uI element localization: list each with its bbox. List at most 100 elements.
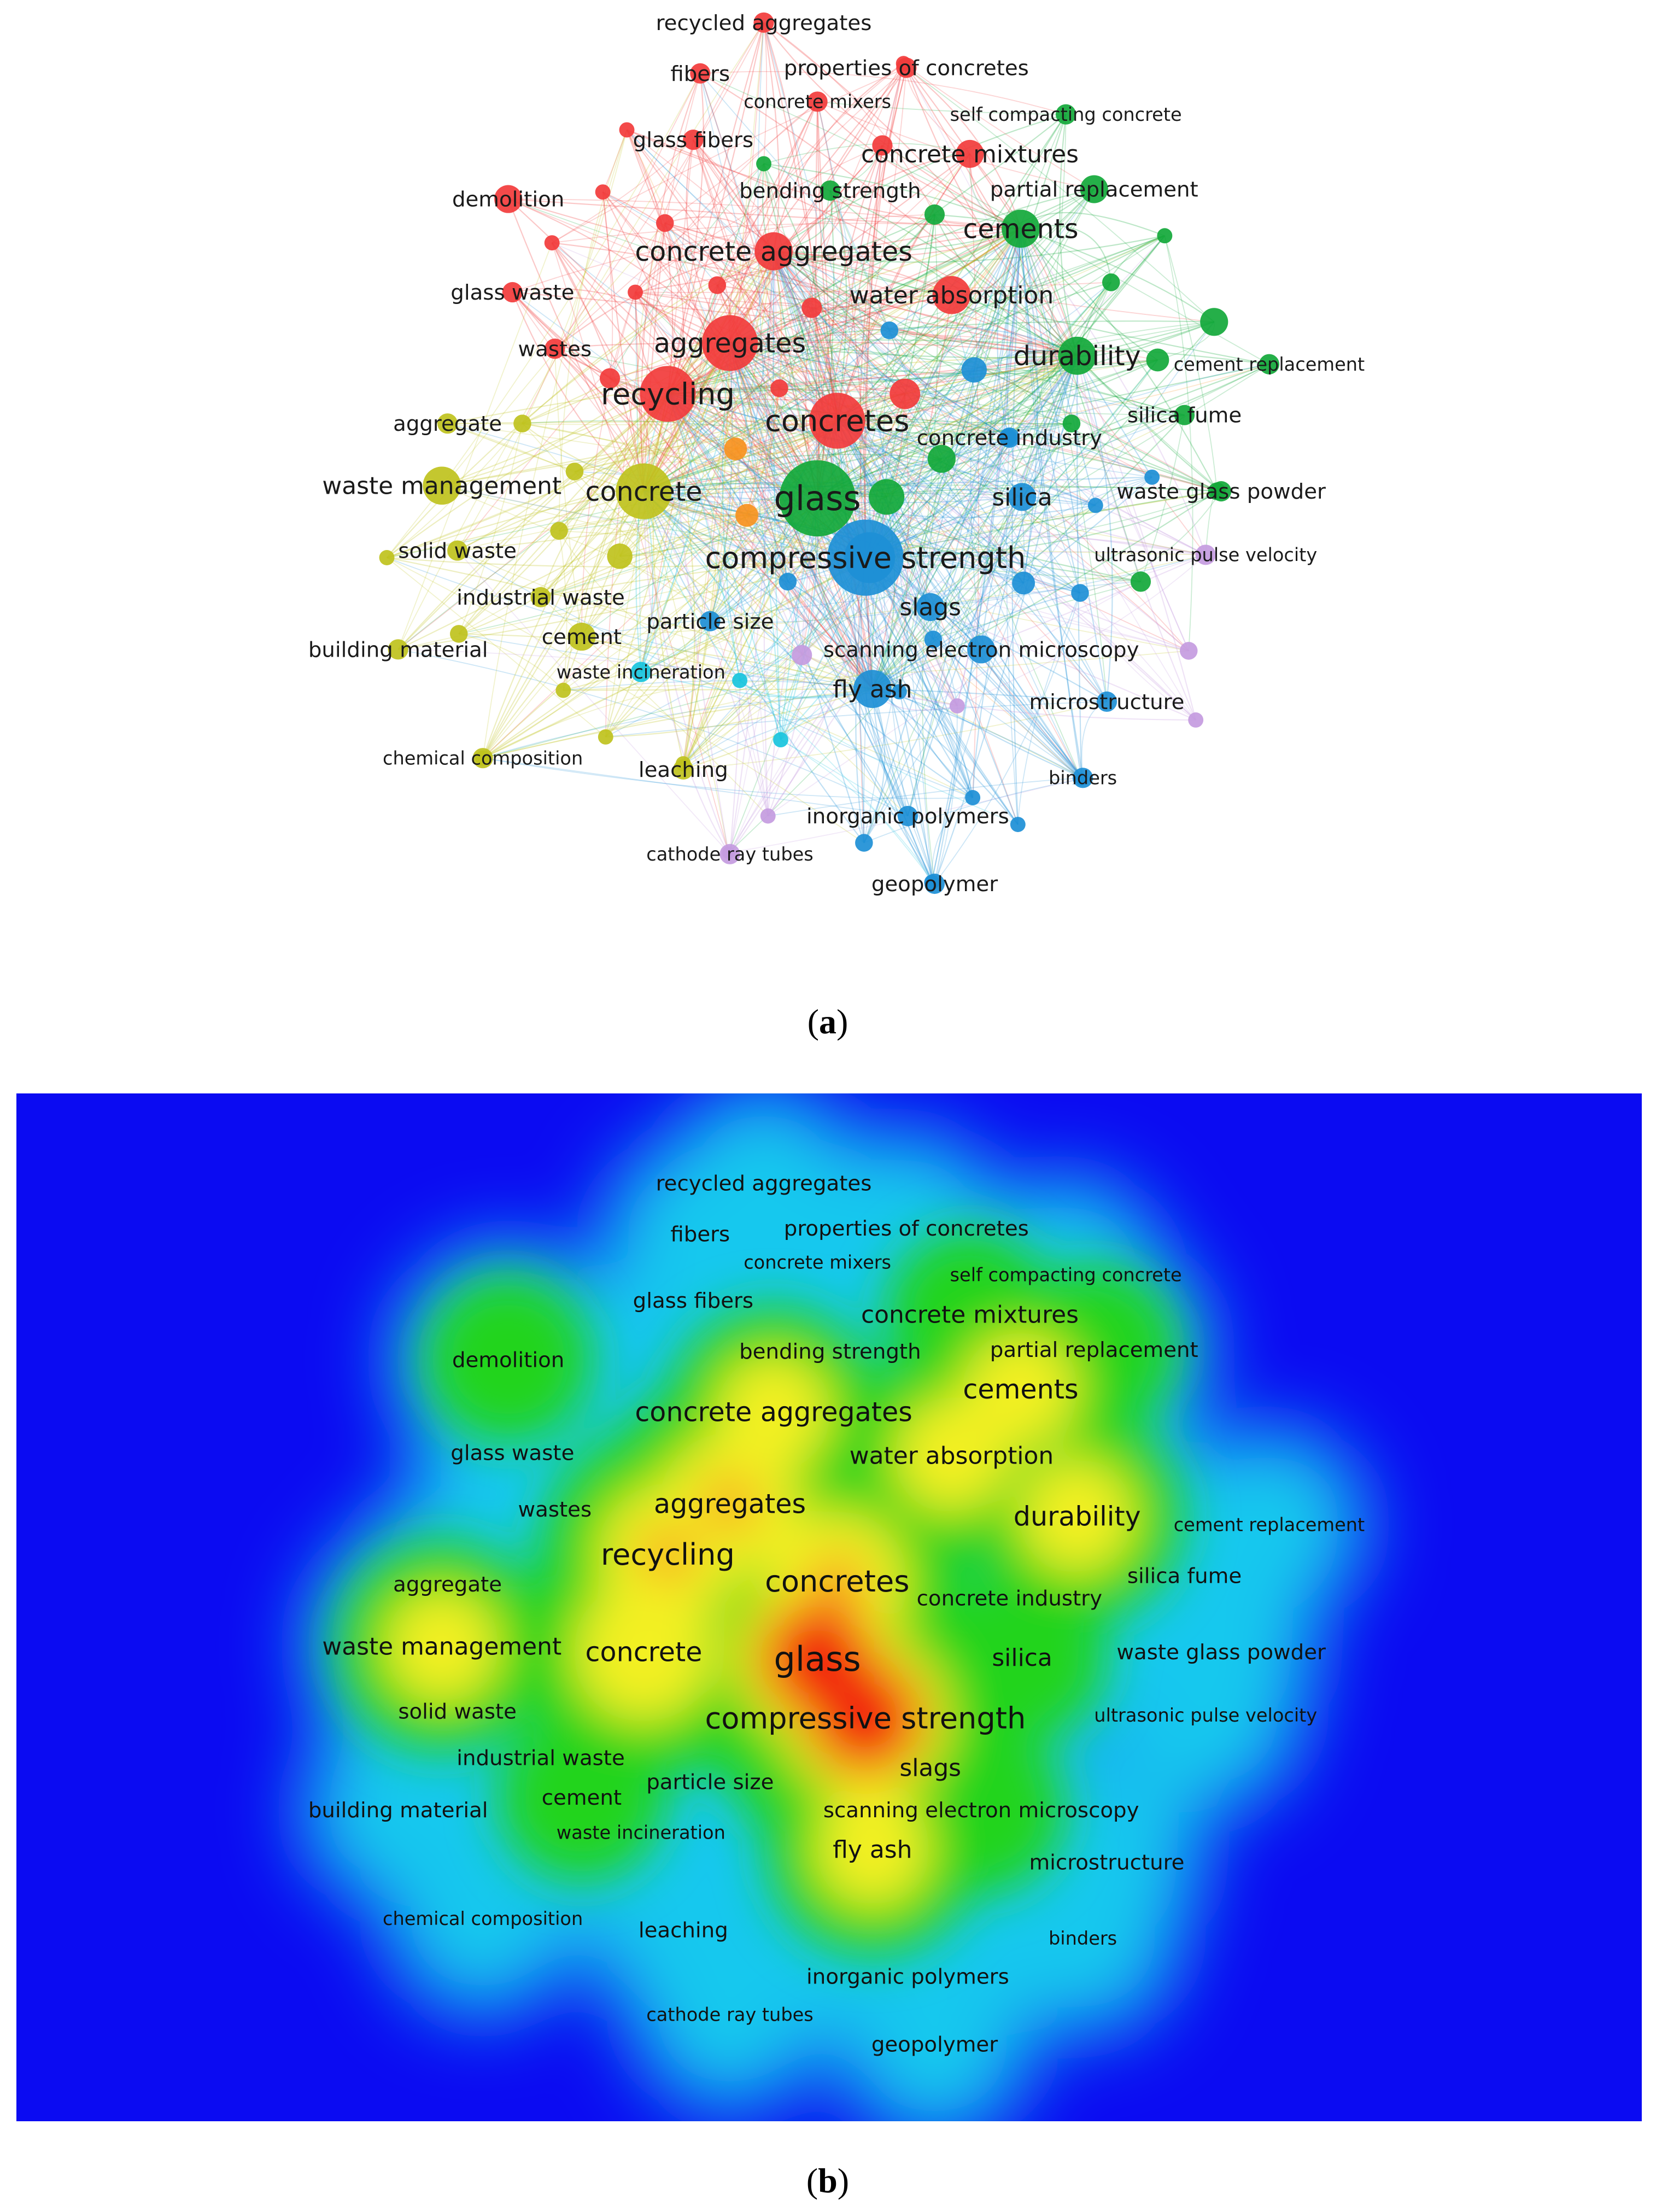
network-edge [865, 490, 1222, 559]
network-edge [551, 242, 669, 395]
network-node [949, 698, 965, 714]
network-edge [836, 321, 1214, 422]
network-edge [836, 153, 970, 421]
network-edge [442, 420, 838, 487]
network-edge [682, 22, 764, 764]
density-label-concrete-industry: concrete industry [917, 1587, 1102, 1611]
network-edge [668, 214, 935, 395]
network-node [595, 184, 611, 200]
network-edge [863, 321, 1215, 844]
network-edge [643, 321, 1215, 492]
network-edge [1059, 114, 1078, 356]
network-edge [773, 251, 803, 656]
node-fly-ash [853, 670, 892, 709]
density-label-scanning-electron-microscopy: scanning electron microscopy [823, 1798, 1139, 1823]
label-aggregate: aggregate [393, 412, 502, 436]
network-edge [551, 242, 729, 853]
network-edge [635, 291, 818, 499]
network-edge [730, 342, 1185, 416]
node-concrete-aggregates [754, 232, 793, 271]
network-edge [903, 63, 1021, 229]
network-edge [635, 292, 900, 692]
network-edge [763, 163, 1021, 230]
network-edge [767, 355, 1078, 817]
network-edge [889, 330, 1108, 702]
network-edge [1164, 236, 1218, 491]
density-peak [704, 1478, 756, 1529]
network-edge [836, 67, 907, 421]
network-node [628, 284, 643, 300]
network-node [872, 135, 893, 156]
density-halo [837, 1947, 1032, 2121]
network-edge [457, 67, 907, 551]
network-edge [729, 145, 883, 344]
network-edge [1076, 355, 1113, 702]
density-label-concrete-mixtures: concrete mixtures [861, 1301, 1079, 1329]
network-edge [729, 343, 742, 855]
network-edge [459, 633, 564, 691]
network-edge [459, 633, 873, 690]
network-edge [763, 251, 775, 816]
node-solid-waste [447, 540, 468, 561]
network-edge [552, 139, 694, 243]
network-edge [397, 242, 553, 650]
network-edge [554, 163, 764, 349]
network-edge [482, 342, 730, 759]
network-edge [773, 250, 943, 459]
density-label-particle-size: particle size [646, 1770, 774, 1794]
network-edge [871, 295, 952, 689]
network-edge [906, 67, 1190, 651]
network-edge [683, 282, 1111, 764]
network-edge [872, 476, 1152, 690]
network-edge [972, 355, 1078, 798]
network-edge [483, 757, 908, 817]
density-label-self-compacting-concrete: self compacting concrete [950, 1265, 1182, 1286]
network-edge [872, 592, 1080, 690]
network-edge [508, 198, 1078, 356]
network-edge [482, 648, 981, 759]
network-edge [643, 490, 973, 798]
network-edge [626, 129, 838, 422]
network-edge [886, 355, 1078, 498]
density-label-compressive-strength: compressive strength [705, 1701, 1026, 1736]
network-edge [729, 342, 1010, 438]
network-edge [907, 355, 1078, 816]
label-silica: silica [992, 483, 1052, 511]
density-label-geopolymer: geopolymer [871, 2033, 998, 2057]
network-edge [441, 73, 701, 486]
density-label-aggregates: aggregates [654, 1488, 806, 1519]
density-label-concrete-aggregates: concrete aggregates [635, 1396, 912, 1427]
label-compressive-strength: compressive strength [705, 541, 1026, 575]
network-node [773, 732, 788, 748]
network-node [961, 357, 987, 383]
network-edge [667, 294, 952, 395]
network-edge [554, 22, 764, 349]
network-edge [1020, 229, 1084, 779]
network-edge [729, 343, 909, 816]
network-edge [735, 355, 1078, 450]
network-edge [610, 378, 1218, 492]
network-edge [746, 514, 1189, 652]
network-edge [773, 228, 1021, 258]
density-labels: recycled aggregates fibers properties of c… [308, 1171, 1365, 2057]
network-edge [643, 491, 865, 844]
network-edge [512, 288, 730, 344]
network-edge [699, 73, 818, 499]
network-edge [667, 139, 694, 394]
label-partial-replacement: partial replacement [990, 178, 1198, 202]
node-building-material [388, 639, 408, 660]
node-cement [567, 623, 596, 651]
network-edge [508, 198, 1185, 416]
network-edge [864, 145, 883, 558]
network-edge [636, 223, 666, 491]
network-edge [482, 420, 838, 759]
network-edge [667, 393, 909, 817]
network-edge [773, 250, 1269, 365]
network-labels: recycled aggregates fibers properties of c… [308, 11, 1365, 897]
network-edge [1080, 554, 1206, 594]
density-label-partial-replacement: partial replacement [990, 1338, 1198, 1362]
network-edge [522, 228, 1021, 424]
caption-b-close: ) [838, 2161, 849, 2200]
network-edge [837, 420, 1096, 506]
network-edge [540, 557, 865, 598]
